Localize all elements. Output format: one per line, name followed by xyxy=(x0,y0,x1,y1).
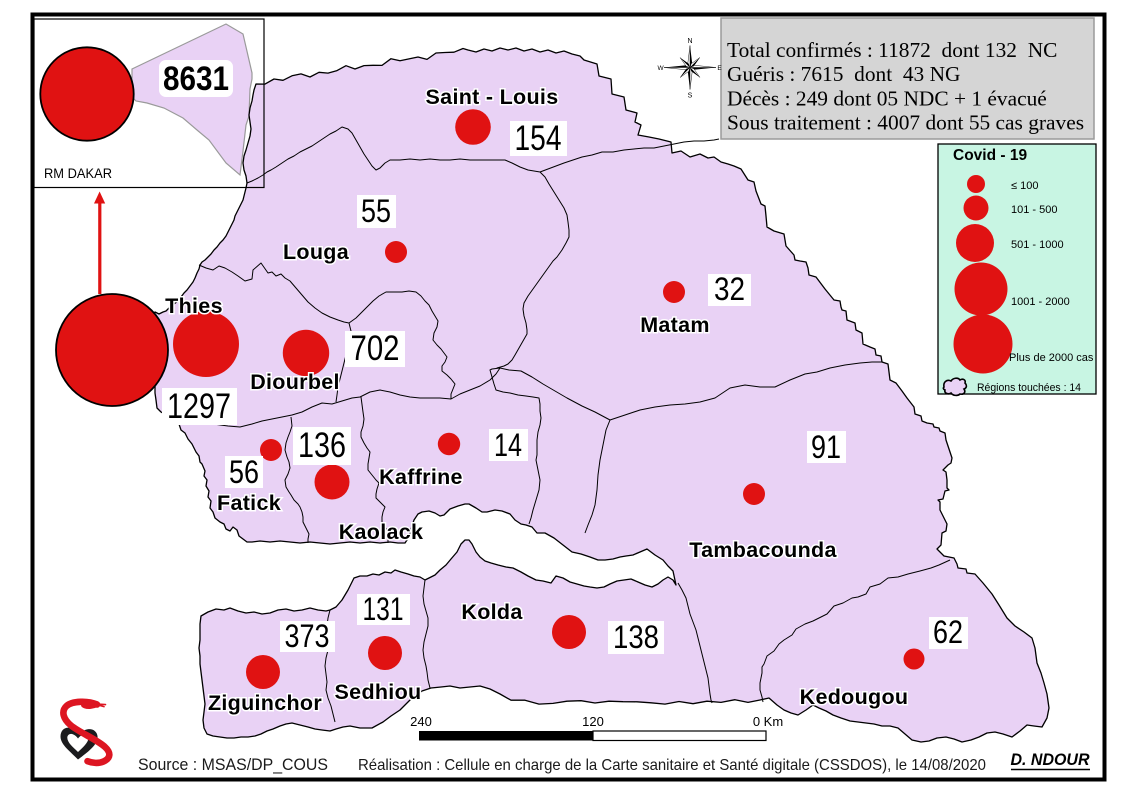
svg-text:62: 62 xyxy=(933,614,963,650)
svg-text:Matam: Matam xyxy=(640,313,710,337)
svg-text:Thies: Thies xyxy=(165,294,223,318)
svg-text:Source : MSAS/DP_COUS: Source : MSAS/DP_COUS xyxy=(138,756,328,774)
svg-text:Réalisation : Cellule en charg: Réalisation : Cellule en charge de la Ca… xyxy=(358,757,986,774)
svg-text:Guéris : 7615 dont 43 NG: Guéris : 7615 dont 43 NG xyxy=(727,62,961,86)
svg-text:138: 138 xyxy=(613,619,659,655)
svg-text:101 - 500: 101 - 500 xyxy=(1011,204,1057,216)
svg-text:8631: 8631 xyxy=(163,60,229,98)
svg-text:≤ 100: ≤ 100 xyxy=(1011,180,1038,192)
svg-text:131: 131 xyxy=(363,591,404,627)
svg-text:1001 - 2000: 1001 - 2000 xyxy=(1011,296,1070,308)
svg-text:Saint - Louis: Saint - Louis xyxy=(426,85,559,109)
svg-text:E: E xyxy=(717,65,722,72)
svg-text:Plus de 2000 cas: Plus de 2000 cas xyxy=(1009,352,1094,364)
svg-text:Kaolack: Kaolack xyxy=(339,520,424,544)
svg-text:702: 702 xyxy=(351,329,400,368)
svg-text:Kedougou: Kedougou xyxy=(800,685,909,709)
svg-text:14: 14 xyxy=(494,427,522,463)
svg-text:120: 120 xyxy=(582,714,604,729)
svg-text:N: N xyxy=(687,38,692,45)
svg-text:Fatick: Fatick xyxy=(217,491,281,515)
svg-text:Kaffrine: Kaffrine xyxy=(379,465,463,489)
svg-text:RM DAKAR: RM DAKAR xyxy=(44,165,112,181)
svg-text:0 Km: 0 Km xyxy=(753,714,783,729)
svg-text:32: 32 xyxy=(714,271,745,307)
svg-text:Diourbel: Diourbel xyxy=(250,370,340,394)
svg-text:Régions touchées : 14: Régions touchées : 14 xyxy=(977,382,1081,394)
svg-text:Sedhiou: Sedhiou xyxy=(335,680,422,704)
svg-text:55: 55 xyxy=(361,193,391,229)
svg-text:D. NDOUR: D. NDOUR xyxy=(1011,751,1090,769)
svg-text:S: S xyxy=(688,93,693,100)
svg-text:154: 154 xyxy=(515,119,562,158)
svg-text:91: 91 xyxy=(811,429,841,465)
svg-text:136: 136 xyxy=(298,426,346,465)
svg-text:Kolda: Kolda xyxy=(461,600,523,624)
svg-text:373: 373 xyxy=(285,618,330,654)
svg-text:Covid - 19: Covid - 19 xyxy=(953,147,1027,164)
svg-text:Tambacounda: Tambacounda xyxy=(689,538,837,562)
svg-text:W: W xyxy=(657,65,664,72)
svg-text:Ziguinchor: Ziguinchor xyxy=(208,691,322,715)
svg-text:Sous traitement : 4007 dont 55: Sous traitement : 4007 dont 55 cas grave… xyxy=(727,111,1084,135)
svg-text:Décès : 249 dont 05 NDC + 1 év: Décès : 249 dont 05 NDC + 1 évacué xyxy=(727,87,1047,111)
svg-text:501 - 1000: 501 - 1000 xyxy=(1011,239,1064,251)
svg-text:Total confirmés : 11872 dont: Total confirmés : 11872 dont 132 NC xyxy=(727,38,1057,62)
svg-text:240: 240 xyxy=(410,714,432,729)
svg-text:1297: 1297 xyxy=(167,387,231,426)
svg-text:56: 56 xyxy=(229,454,259,490)
svg-text:Louga: Louga xyxy=(283,240,350,264)
